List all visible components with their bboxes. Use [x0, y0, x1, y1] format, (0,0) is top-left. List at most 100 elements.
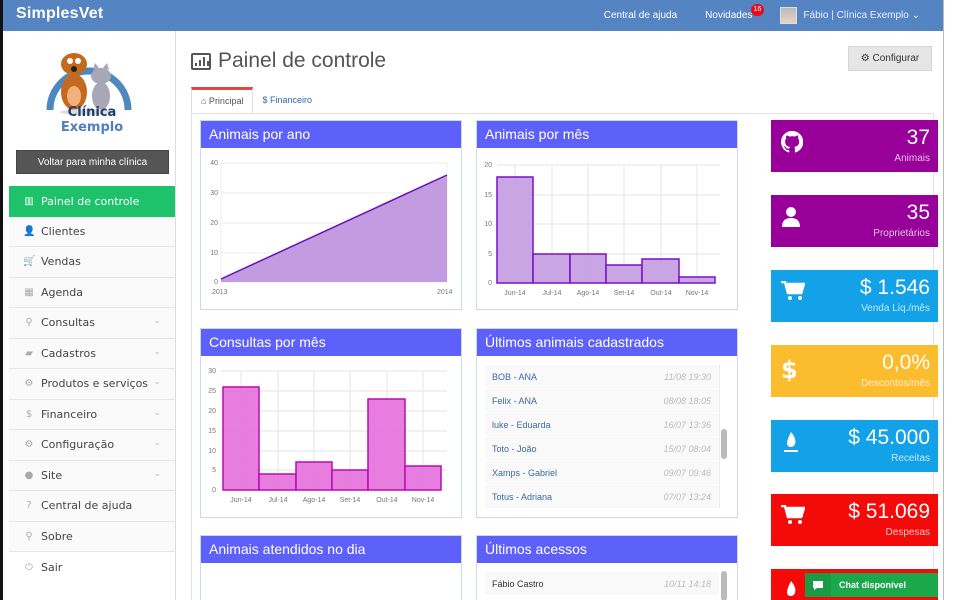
stat-animais[interactable]: 37 Animais — [771, 120, 938, 172]
stat-label: Receitas — [891, 453, 930, 464]
list-item[interactable]: Totus - Adriana 07/07 13:24 — [485, 485, 719, 508]
animal-name: BOB - ANA — [492, 371, 538, 382]
dollar-icon: $ — [25, 408, 33, 420]
consultas-por-mes-chart: 30 25 20 15 10 5 0 Jun-14 Jul-14 Ago-14 Set-14 Out… — [208, 368, 447, 504]
svg-text:15: 15 — [484, 192, 492, 199]
fire-icon — [781, 431, 801, 459]
panel-title: Animais por mês — [477, 121, 737, 148]
sidebar-item-consultas[interactable]: ⚲ Consultas ⌄ — [9, 308, 175, 339]
svg-text:0: 0 — [214, 279, 218, 286]
scrollbar-thumb[interactable] — [721, 571, 727, 600]
news-badge: 16 — [750, 4, 765, 16]
sidebar-item-clientes[interactable]: 👤 Clientes — [9, 216, 175, 247]
stat-venda-liquida[interactable]: $ 1.546 Venda Liq./mês — [771, 270, 938, 322]
stat-despesas[interactable]: $ 51.069 Despesas — [771, 494, 938, 546]
list-item[interactable]: Fábio Castro 10/11 14:18 — [485, 572, 719, 595]
panel-title: Animais por ano — [201, 121, 461, 148]
sidebar-item-vendas[interactable]: 🛒 Vendas — [9, 247, 175, 278]
svg-text:10: 10 — [210, 250, 218, 257]
svg-text:Out-14: Out-14 — [650, 290, 672, 297]
list-item[interactable]: Toto - João 15/07 08:04 — [485, 437, 719, 460]
list-item[interactable]: Xamps - Gabriel 09/07 09:46 — [485, 461, 719, 484]
list-item[interactable]: Felix - ANA 08/08 18:05 — [485, 389, 719, 412]
configure-button[interactable]: ⚙ Configurar — [848, 46, 932, 71]
svg-text:0: 0 — [212, 487, 216, 494]
sidebar-item-label: Clientes — [41, 224, 86, 238]
sidebar-item-label: Produtos e serviços — [41, 377, 149, 391]
svg-text:0: 0 — [488, 280, 492, 287]
dashboard-grid: Animais por ano 40 30 20 10 0 2013 2 — [191, 113, 938, 600]
back-to-clinic-button[interactable]: Voltar para minha clínica — [16, 150, 169, 174]
panel-ultimos-acessos: Últimos acessos Fábio Castro 10/11 14:18 — [476, 535, 738, 600]
brand-logo[interactable]: SimplesVet — [16, 5, 104, 22]
avatar[interactable] — [780, 7, 798, 24]
tab-financeiro[interactable]: $ Financeiro — [262, 95, 312, 105]
svg-text:2014: 2014 — [437, 289, 453, 296]
sidebar-item-painel[interactable]: ▥ Painel de controle — [9, 186, 175, 217]
sidebar-item-agenda[interactable]: ▦ Agenda — [9, 277, 175, 308]
sidebar-item-financeiro[interactable]: $ Financeiro ⌄ — [9, 399, 175, 430]
chevron-down-icon: ⌄ — [153, 346, 161, 357]
svg-text:5: 5 — [212, 467, 216, 474]
map-pin-icon: ⚲ — [25, 530, 33, 542]
user-menu[interactable]: Fábio | Clínica Exemplo ⌄ — [803, 10, 920, 21]
timestamp: 16/07 13:36 — [663, 419, 711, 430]
gears-icon: ⚙ — [24, 439, 34, 451]
stat-value: $ 45.000 — [848, 426, 930, 449]
sidebar-item-label: Vendas — [41, 255, 81, 269]
svg-text:10: 10 — [484, 221, 492, 228]
stat-value: 37 — [906, 126, 930, 149]
svg-text:Nov-14: Nov-14 — [686, 290, 709, 297]
stat-proprietarios[interactable]: 35 Proprietários — [771, 195, 938, 247]
gift-icon: ⚙ — [24, 378, 34, 390]
stat-receitas[interactable]: $ 45.000 Receitas — [771, 420, 938, 472]
timestamp: 07/07 13:24 — [663, 491, 711, 502]
timestamp: 15/07 08:04 — [663, 443, 711, 454]
sidebar-item-configuracao[interactable]: ⚙ Configuração ⌄ — [9, 430, 175, 461]
sidebar-item-label: Consultas — [41, 316, 95, 330]
tab-principal[interactable]: ⌂ Principal — [191, 87, 254, 114]
github-icon — [780, 130, 804, 159]
sidebar-item-label: Painel de controle — [41, 194, 140, 208]
bar-chart-icon — [191, 52, 211, 70]
list-item[interactable]: luke - Eduarda 16/07 13:36 — [485, 413, 719, 436]
sidebar-item-sobre[interactable]: ⚲ Sobre — [9, 521, 175, 552]
stat-label: Proprietários — [873, 228, 930, 239]
main-content: Painel de controle ⚙ Configurar ⌂ Princi… — [177, 31, 943, 600]
chevron-down-icon: ⌄ — [153, 407, 161, 418]
clinic-name-line2: Exemplo — [60, 120, 124, 135]
user-name: Fábio Castro — [492, 578, 544, 589]
stat-label: Animais — [894, 153, 930, 164]
panel-ultimos-animais: Últimos animais cadastrados BOB - ANA 11/… — [476, 328, 738, 518]
svg-text:10: 10 — [208, 448, 216, 455]
panel-animais-por-mes: Animais por mês — [476, 120, 738, 310]
svg-text:25: 25 — [208, 388, 216, 395]
animal-name: Xamps - Gabriel — [492, 467, 558, 478]
svg-text:30: 30 — [210, 190, 218, 197]
chat-widget-button[interactable]: Chat disponível — [805, 573, 938, 597]
sidebar-item-site[interactable]: ● Site ⌄ — [9, 460, 175, 491]
stat-label: Venda Liq./mês — [861, 303, 930, 314]
scrollbar-thumb[interactable] — [721, 429, 727, 459]
sidebar-item-label: Configuração — [41, 438, 115, 452]
sidebar-item-cadastros[interactable]: ▰ Cadastros ⌄ — [9, 338, 175, 369]
svg-text:2013: 2013 — [212, 289, 228, 296]
sidebar-item-central-ajuda[interactable]: ? Central de ajuda — [9, 491, 175, 522]
animal-name: luke - Eduarda — [492, 419, 551, 430]
svg-text:Jun-14: Jun-14 — [230, 497, 252, 504]
svg-text:Out-14: Out-14 — [376, 497, 398, 504]
help-link[interactable]: Central de ajuda — [603, 10, 678, 21]
animal-name: Totus - Adriana — [492, 491, 553, 502]
stat-label: Descontos/mês — [861, 378, 930, 389]
sidebar-item-sair[interactable]: ⏻ Sair — [9, 552, 175, 583]
sidebar-item-produtos[interactable]: ⚙ Produtos e serviços ⌄ — [9, 369, 175, 400]
chevron-down-icon: ⌄ — [153, 438, 161, 448]
news-link[interactable]: Novidades 16 — [705, 4, 765, 21]
svg-text:Set-14: Set-14 — [340, 497, 361, 504]
sidebar-item-label: Central de ajuda — [41, 499, 133, 513]
list-item[interactable]: BOB - ANA 11/08 19:30 — [485, 365, 719, 388]
stat-value: 35 — [906, 201, 930, 224]
stat-descontos[interactable]: $ 0,0% Descontos/mês — [771, 345, 938, 397]
tabs: ⌂ Principal $ Financeiro — [191, 87, 321, 114]
